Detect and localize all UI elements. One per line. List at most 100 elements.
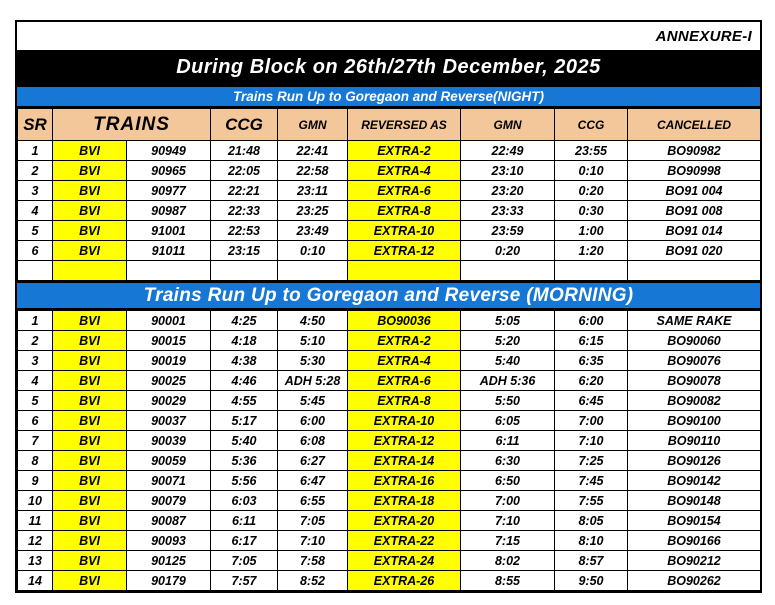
cell-ccg-time: 5:36 [210,450,278,471]
cell-train-number: 90001 [126,310,211,331]
cell-reversed-as: EXTRA-2 [347,330,461,351]
table-row: 5 BVI 91001 22:53 23:49 EXTRA-10 23:59 1:00 BO91… [17,220,762,241]
cell-reversed-as: EXTRA-4 [347,350,461,371]
cell-train-number: 90037 [126,410,211,431]
cell-ccg-time: 4:25 [210,310,278,331]
table-row: 4 BVI 90987 22:33 23:25 EXTRA-8 23:33 0:30 BO91 … [17,200,762,221]
cell-ccg-time: 23:15 [210,240,279,261]
cell-ccg-return-time: 6:15 [554,330,628,351]
cell-sr: 4 [17,370,53,391]
cell-ccg-return-time: 6:20 [554,370,628,391]
cell-sr: 13 [17,550,53,571]
cell-sr: 5 [17,390,53,411]
cell-cancelled: BO90142 [627,470,761,491]
cell-ccg-return-time: 7:10 [554,430,628,451]
cell-sr: 1 [17,310,53,331]
cell-station: BVI [52,350,127,371]
cell-station: BVI [52,470,127,491]
cell-gmn-time: 22:58 [277,160,349,181]
cell-ccg-time: 5:40 [210,430,278,451]
cell-reversed-as: EXTRA-18 [347,490,461,511]
cell-ccg-time: 22:05 [210,160,279,181]
cell-reversed-as: EXTRA-14 [347,450,461,471]
cell-train-number: 90025 [126,370,211,391]
cell-ccg-time: 6:03 [210,490,278,511]
cell-gmn-time: 22:41 [277,140,349,161]
cell-reversed-as: EXTRA-4 [347,160,462,181]
cell-gmn-time: ADH 5:28 [277,370,348,391]
table-row: 10 BVI 90079 6:03 6:55 EXTRA-18 7:00 7:55 BO9014… [17,490,761,511]
cell-gmn-time: 23:25 [277,200,349,221]
table-row: 11 BVI 90087 6:11 7:05 EXTRA-20 7:10 8:05 BO9015… [17,510,761,531]
cell-station: BVI [52,160,127,181]
cell-ccg-time: 22:33 [210,200,279,221]
cell-ccg-time: 4:38 [210,350,278,371]
cell-ccg-time: 7:57 [210,570,278,591]
cell-reversed-as: EXTRA-16 [347,470,461,491]
cell-reversed-as: EXTRA-12 [347,430,461,451]
timetable-sheet: ANNEXURE-I During Block on 26th/27th Dec… [15,20,762,593]
cell-sr: 11 [17,510,53,531]
cell-station: BVI [52,180,127,201]
cell-train-number: 90029 [126,390,211,411]
table-row: 14 BVI 90179 7:57 8:52 EXTRA-26 8:55 9:50 BO9026… [17,570,761,591]
table-row: 13 BVI 90125 7:05 7:58 EXTRA-24 8:02 8:57 BO9021… [17,550,761,571]
cell-cancelled: BO90154 [627,510,761,531]
cell-cancelled: BO90076 [627,350,761,371]
document-title: During Block on 26th/27th December, 2025 [176,56,601,78]
table-row: 12 BVI 90093 6:17 7:10 EXTRA-22 7:15 8:10 BO9016… [17,530,761,551]
cell-train-number: 91001 [125,220,212,241]
cell-cancelled: BO90060 [627,330,761,351]
col-header-trains: TRAINS [51,108,212,141]
cell-station: BVI [52,240,127,261]
cell-reversed-as: EXTRA-22 [347,530,461,551]
cell-reversed-as: EXTRA-10 [347,220,462,241]
cell-station: BVI [52,220,127,241]
cell-ccg-time: 22:53 [210,220,279,241]
cell-gmn-return-time: 7:00 [460,490,555,511]
cell-gmn-time: 0:10 [277,240,349,261]
cell-sr: 2 [17,160,53,181]
cell-sr: 9 [17,470,53,491]
cell-ccg-time [210,260,279,281]
cell-gmn-time: 23:11 [277,180,349,201]
morning-section-title: Trains Run Up to Goregaon and Reverse (M… [143,284,634,306]
cell-gmn-time: 6:27 [277,450,348,471]
cell-ccg-return-time: 8:10 [554,530,628,551]
table-row: 1 BVI 90949 21:48 22:41 EXTRA-2 22:49 23:55 BO90… [17,140,762,161]
cell-train-number: 90093 [126,530,211,551]
cell-train-number: 90987 [125,200,212,221]
cell-station [52,260,127,281]
cell-cancelled: BO90262 [627,570,761,591]
cell-ccg-time: 4:46 [210,370,278,391]
cell-gmn-time: 5:10 [277,330,348,351]
cell-train-number: 90949 [125,140,212,161]
cell-ccg-return-time: 7:45 [554,470,628,491]
cell-ccg-time: 6:17 [210,530,278,551]
cell-station: BVI [52,530,127,551]
cell-train-number: 90965 [125,160,212,181]
cell-train-number: 90015 [126,330,211,351]
table-row: 9 BVI 90071 5:56 6:47 EXTRA-16 6:50 7:45 BO90142 [17,470,761,491]
cell-station: BVI [52,430,127,451]
cell-gmn-time: 7:58 [277,550,348,571]
cell-ccg-time: 6:11 [210,510,278,531]
cell-gmn-time: 5:30 [277,350,348,371]
cell-train-number: 91011 [125,240,212,261]
cell-gmn-time: 4:50 [277,310,348,331]
cell-gmn-return-time: 5:40 [460,350,555,371]
cell-ccg-return-time: 8:57 [554,550,628,571]
cell-cancelled: BO90100 [627,410,761,431]
morning-section-bar: Trains Run Up to Goregaon and Reverse (M… [17,281,760,310]
cell-ccg-time: 4:18 [210,330,278,351]
morning-table: 1 BVI 90001 4:25 4:50 BO90036 5:05 6:00 SAME RAK… [17,310,761,591]
cell-gmn-return-time: 23:33 [460,200,556,221]
cell-ccg-return-time [554,260,629,281]
night-section-title: Trains Run Up to Goregaon and Reverse(NI… [232,89,545,104]
table-row: 8 BVI 90059 5:36 6:27 EXTRA-14 6:30 7:25 BO90126 [17,450,761,471]
cell-cancelled: BO91 004 [627,180,762,201]
cell-ccg-time: 4:55 [210,390,278,411]
cell-reversed-as: EXTRA-6 [347,180,462,201]
cell-ccg-return-time: 7:25 [554,450,628,471]
col-header-reversed-as: REVERSED AS [347,108,462,141]
